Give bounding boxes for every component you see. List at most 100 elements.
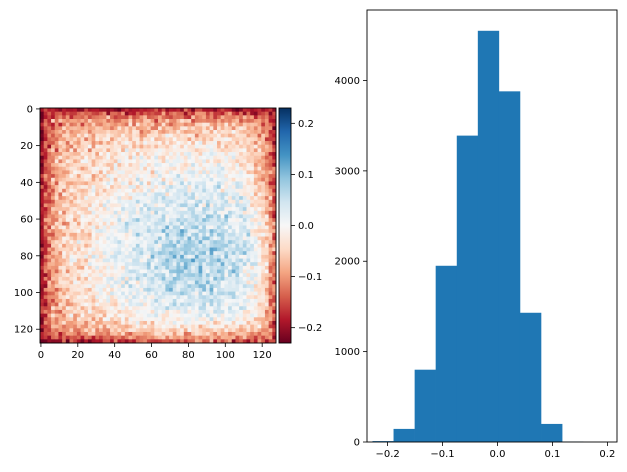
heatmap-cell xyxy=(172,170,177,175)
heatmap-cell xyxy=(191,122,196,127)
heatmap-cell xyxy=(264,221,269,226)
heatmap-cell xyxy=(143,115,148,120)
heatmap-cell xyxy=(172,166,177,171)
heatmap-cell xyxy=(110,141,115,146)
heatmap-cell xyxy=(124,155,129,160)
heatmap-cell xyxy=(135,247,140,252)
heatmap-cell xyxy=(91,188,96,193)
heatmap-cell xyxy=(242,210,247,215)
heatmap-cell xyxy=(169,163,174,168)
heatmap-cell xyxy=(110,240,115,245)
heatmap-cell xyxy=(187,339,192,344)
heatmap-cell xyxy=(58,295,63,300)
heatmap-cell xyxy=(217,141,222,146)
heatmap-cell xyxy=(84,152,89,157)
heatmap-cell xyxy=(180,258,185,263)
heatmap-cell xyxy=(135,243,140,248)
heatmap-cell xyxy=(76,291,81,296)
heatmap-cell xyxy=(180,115,185,120)
heatmap-cell xyxy=(191,181,196,186)
heatmap-cell xyxy=(165,144,170,149)
heatmap-cell xyxy=(264,320,269,325)
heatmap-cell xyxy=(250,155,255,160)
heatmap-cell xyxy=(205,302,210,307)
heatmap-cell xyxy=(213,214,218,219)
heatmap-cell xyxy=(150,262,155,267)
heatmap-cell xyxy=(150,203,155,208)
heatmap-cell xyxy=(121,144,126,149)
heatmap-cell xyxy=(102,302,107,307)
heatmap-cell xyxy=(62,320,67,325)
heatmap-cell xyxy=(261,203,266,208)
heatmap-cell xyxy=(91,339,96,344)
heatmap-cell xyxy=(257,203,262,208)
heatmap-cell xyxy=(205,170,210,175)
histogram-bar xyxy=(541,423,563,442)
heatmap-cell xyxy=(80,137,85,142)
heatmap-cell xyxy=(191,137,196,142)
heatmap-cell xyxy=(139,247,144,252)
heatmap-cell xyxy=(124,214,129,219)
heatmap-cell xyxy=(183,155,188,160)
heatmap-cell xyxy=(73,126,78,131)
heatmap-cell xyxy=(110,313,115,318)
heatmap-cell xyxy=(213,254,218,259)
heatmap-cell xyxy=(235,210,240,215)
heatmap-cell xyxy=(87,210,92,215)
heatmap-cell xyxy=(268,133,273,138)
heatmap-cell xyxy=(54,115,59,120)
heatmap-cell xyxy=(132,108,137,113)
heatmap-cell xyxy=(209,166,214,171)
heatmap-cell xyxy=(99,166,104,171)
heatmap-cell xyxy=(268,181,273,186)
heatmap-cell xyxy=(80,265,85,270)
heatmap-cell xyxy=(198,210,203,215)
heatmap-cell xyxy=(209,115,214,120)
heatmap-cell xyxy=(198,152,203,157)
heatmap-cell xyxy=(110,265,115,270)
heatmap-cell xyxy=(73,207,78,212)
heatmap-cell xyxy=(87,258,92,263)
heatmap-cell xyxy=(128,210,133,215)
heatmap-cell xyxy=(213,141,218,146)
heatmap-cell xyxy=(80,247,85,252)
heatmap-cell xyxy=(272,181,277,186)
heatmap-cell xyxy=(187,265,192,270)
heatmap-cell xyxy=(154,232,159,237)
heatmap-cell xyxy=(95,155,100,160)
heatmap-cell xyxy=(99,126,104,131)
heatmap-cell xyxy=(231,126,236,131)
heatmap-cell xyxy=(250,302,255,307)
heatmap-cell xyxy=(117,130,122,135)
heatmap-cell xyxy=(146,269,151,274)
heatmap-cell xyxy=(194,203,199,208)
heatmap-cell xyxy=(139,108,144,113)
heatmap-cell xyxy=(76,130,81,135)
heatmap-cell xyxy=(99,324,104,329)
heatmap-cell xyxy=(47,276,52,281)
heatmap-cell xyxy=(80,130,85,135)
heatmap-cell xyxy=(165,192,170,197)
heatmap-cell xyxy=(180,306,185,311)
heatmap-cell xyxy=(132,181,137,186)
heatmap-cell xyxy=(150,229,155,234)
heatmap-cell xyxy=(146,163,151,168)
heatmap-cell xyxy=(231,207,236,212)
heatmap-cell xyxy=(110,181,115,186)
heatmap-cell xyxy=(250,287,255,292)
heatmap-cell xyxy=(76,265,81,270)
heatmap-cell xyxy=(91,273,96,278)
heatmap-cell xyxy=(139,192,144,197)
heatmap-cell xyxy=(40,166,45,171)
heatmap-cell xyxy=(102,276,107,281)
heatmap-cell xyxy=(43,108,48,113)
heatmap-cell xyxy=(69,339,74,344)
heatmap-cell xyxy=(143,317,148,322)
heatmap-cell xyxy=(40,302,45,307)
heatmap-cell xyxy=(264,111,269,116)
heatmap-cell xyxy=(47,174,52,179)
heatmap-cell xyxy=(220,302,225,307)
heatmap-cell xyxy=(261,225,266,230)
heatmap-cell xyxy=(99,280,104,285)
heatmap-cell xyxy=(110,280,115,285)
